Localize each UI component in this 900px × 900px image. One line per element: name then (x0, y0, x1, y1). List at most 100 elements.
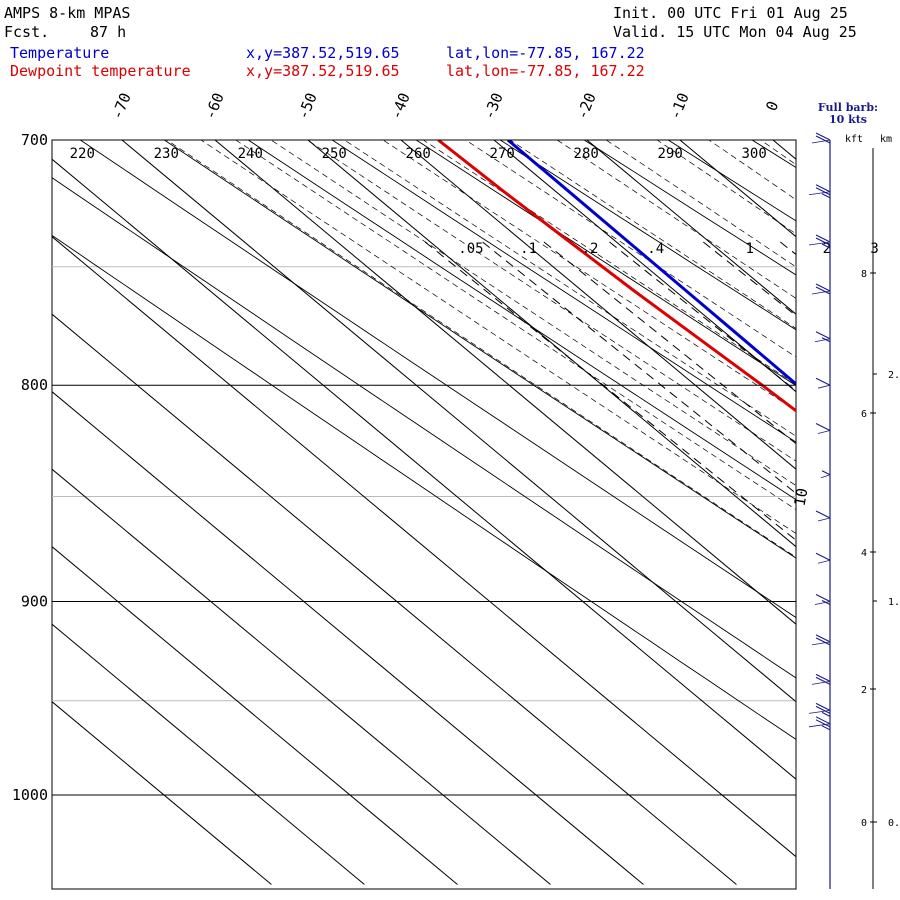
moist-adiabat (422, 140, 796, 385)
isotherm (121, 140, 796, 703)
dry-adiabat (52, 177, 796, 679)
theta-label: 220 (70, 146, 95, 162)
theta-label: 250 (322, 146, 347, 162)
barb-legend-line2: 10 kts (828, 113, 868, 126)
wind-barb-full (815, 132, 831, 141)
wind-barb-full (815, 184, 831, 193)
km-label: 2. (888, 370, 900, 381)
isotherm-label: -30 (480, 90, 507, 122)
mixing-ratio-label: .05 (458, 241, 483, 257)
wind-barb-shaft (817, 384, 831, 389)
pressure-label: 900 (21, 592, 48, 610)
theta-label: 230 (154, 146, 179, 162)
isotherm (52, 313, 737, 885)
kft-label: 4 (861, 548, 867, 559)
mixing-ratio-label: 3 (870, 241, 878, 257)
moist-adiabat (343, 140, 796, 437)
height-axis: 8 6 4 2 0 2. 1. 0. (861, 148, 900, 889)
dry-adiabat (52, 234, 796, 740)
minor-isobars (52, 266, 796, 702)
dry-adiabat (163, 140, 796, 559)
mixing-ratio-line (482, 241, 796, 494)
isotherm-label: 0 (762, 99, 782, 114)
moist-adiabat (656, 140, 796, 235)
km-label: 0. (888, 818, 900, 829)
isotherm (52, 391, 644, 885)
wind-barb-shaft (811, 290, 831, 295)
isotherm (307, 140, 796, 548)
wind-barb-full (815, 187, 831, 196)
theta-label: 280 (574, 146, 599, 162)
wind-barb-full (815, 716, 831, 725)
kft-label: 8 (861, 269, 867, 280)
wind-barb-shaft (808, 710, 831, 714)
moist-adiabat (166, 140, 796, 558)
wind-barb-shaft (817, 559, 831, 564)
forecast-label: Fcst. (4, 23, 50, 41)
mixing-ratio-label: .1 (520, 241, 537, 257)
temperature-line (506, 140, 796, 386)
isotherm-label: -70 (108, 90, 135, 122)
moist-adiabat (556, 140, 796, 299)
isotherm-label: -50 (294, 90, 321, 122)
dry-adiabat (667, 140, 796, 222)
mixing-ratio-label: .2 (582, 241, 599, 257)
isotherm (52, 701, 272, 885)
theta-label: 300 (741, 146, 766, 162)
dry-adiabat (499, 140, 796, 331)
isotherm (52, 546, 458, 885)
dewpoint-line (437, 140, 796, 413)
wind-barb-full (815, 283, 831, 292)
wind-barb-full (815, 234, 831, 243)
moist-adiabat-label: 10 (791, 487, 812, 508)
moist-adiabat (464, 140, 796, 358)
wind-barb-shaft (811, 139, 831, 144)
wind-barb-full (815, 673, 831, 682)
km-label: 1. (888, 597, 900, 608)
wind-barb-half (821, 470, 831, 476)
wind-barb-shaft (808, 191, 831, 196)
pressure-label: 1000 (12, 786, 48, 804)
dry-adiabat (79, 140, 796, 619)
kft-label: 6 (861, 409, 867, 420)
isotherm (52, 623, 365, 885)
dry-adiabat (331, 140, 796, 443)
mixing-ratio-line (828, 242, 900, 900)
wind-barb-half (821, 711, 831, 717)
mixing-ratio-line (863, 242, 900, 900)
wind-barb-full (815, 377, 831, 386)
isotherm (52, 236, 796, 858)
wind-barb-half (821, 725, 831, 731)
isotherm-label: -10 (666, 90, 693, 122)
mixing-ratio-label: .4 (647, 241, 664, 257)
dew-latlon: lat,lon=-77.85, 167.22 (446, 62, 645, 80)
mixing-ratio-line (424, 241, 796, 541)
mixing-ratio-label: 2 (823, 241, 831, 257)
temperature-legend: Temperature (10, 44, 110, 62)
wind-barb-full (815, 237, 831, 246)
moist-adiabat (200, 140, 796, 534)
wind-barb-shaft (811, 641, 831, 646)
kft-label: 0 (861, 818, 867, 829)
isotherm (493, 140, 796, 393)
model-title: AMPS 8-km MPAS (4, 4, 131, 22)
wind-barb-half (821, 193, 831, 199)
km-label: km (880, 134, 893, 145)
dew-xy: x,y=387.52,519.65 (246, 62, 400, 80)
wind-barb-axis (808, 132, 831, 889)
barb-legend: Full barb: 10 kts (812, 102, 884, 126)
mixing-ratio-label: 1 (745, 241, 753, 257)
isotherm-label: -20 (573, 90, 600, 122)
temp-latlon: lat,lon=-77.85, 167.22 (446, 44, 645, 62)
pressure-label: 800 (21, 376, 48, 394)
wind-barb-full (815, 637, 831, 646)
isotherm-label: -60 (201, 90, 228, 122)
theta-label: 290 (658, 146, 683, 162)
isotherm (586, 140, 796, 315)
wind-barb-full (815, 705, 831, 714)
wind-barb-full (815, 552, 831, 561)
wind-barb-full (815, 286, 831, 295)
theta-label: 240 (238, 146, 263, 162)
isotherm (214, 140, 796, 625)
wind-barb-full (815, 331, 831, 340)
